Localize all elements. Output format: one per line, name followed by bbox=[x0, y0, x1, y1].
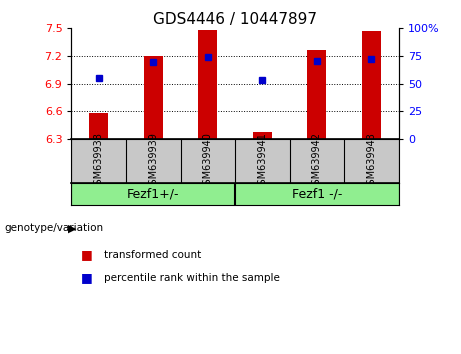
Text: genotype/variation: genotype/variation bbox=[5, 223, 104, 233]
Bar bbox=[362, 31, 381, 139]
Text: GSM639939: GSM639939 bbox=[148, 132, 158, 190]
Text: percentile rank within the sample: percentile rank within the sample bbox=[104, 273, 280, 283]
Text: ■: ■ bbox=[81, 249, 92, 261]
Bar bbox=[307, 50, 326, 139]
Text: transformed count: transformed count bbox=[104, 250, 201, 260]
Text: Fezf1+/-: Fezf1+/- bbox=[127, 188, 179, 201]
Bar bbox=[89, 113, 108, 139]
Text: GSM639940: GSM639940 bbox=[203, 132, 213, 190]
Text: GSM639943: GSM639943 bbox=[366, 132, 377, 190]
Bar bbox=[198, 30, 218, 139]
Bar bbox=[144, 56, 163, 139]
Text: GSM639941: GSM639941 bbox=[257, 132, 267, 190]
Bar bbox=[253, 132, 272, 139]
Text: GSM639942: GSM639942 bbox=[312, 132, 322, 190]
Title: GDS4446 / 10447897: GDS4446 / 10447897 bbox=[153, 12, 317, 27]
Text: Fezf1 -/-: Fezf1 -/- bbox=[292, 188, 342, 201]
Text: ■: ■ bbox=[81, 272, 92, 284]
Text: ▶: ▶ bbox=[68, 223, 77, 233]
Text: GSM639938: GSM639938 bbox=[94, 132, 104, 190]
